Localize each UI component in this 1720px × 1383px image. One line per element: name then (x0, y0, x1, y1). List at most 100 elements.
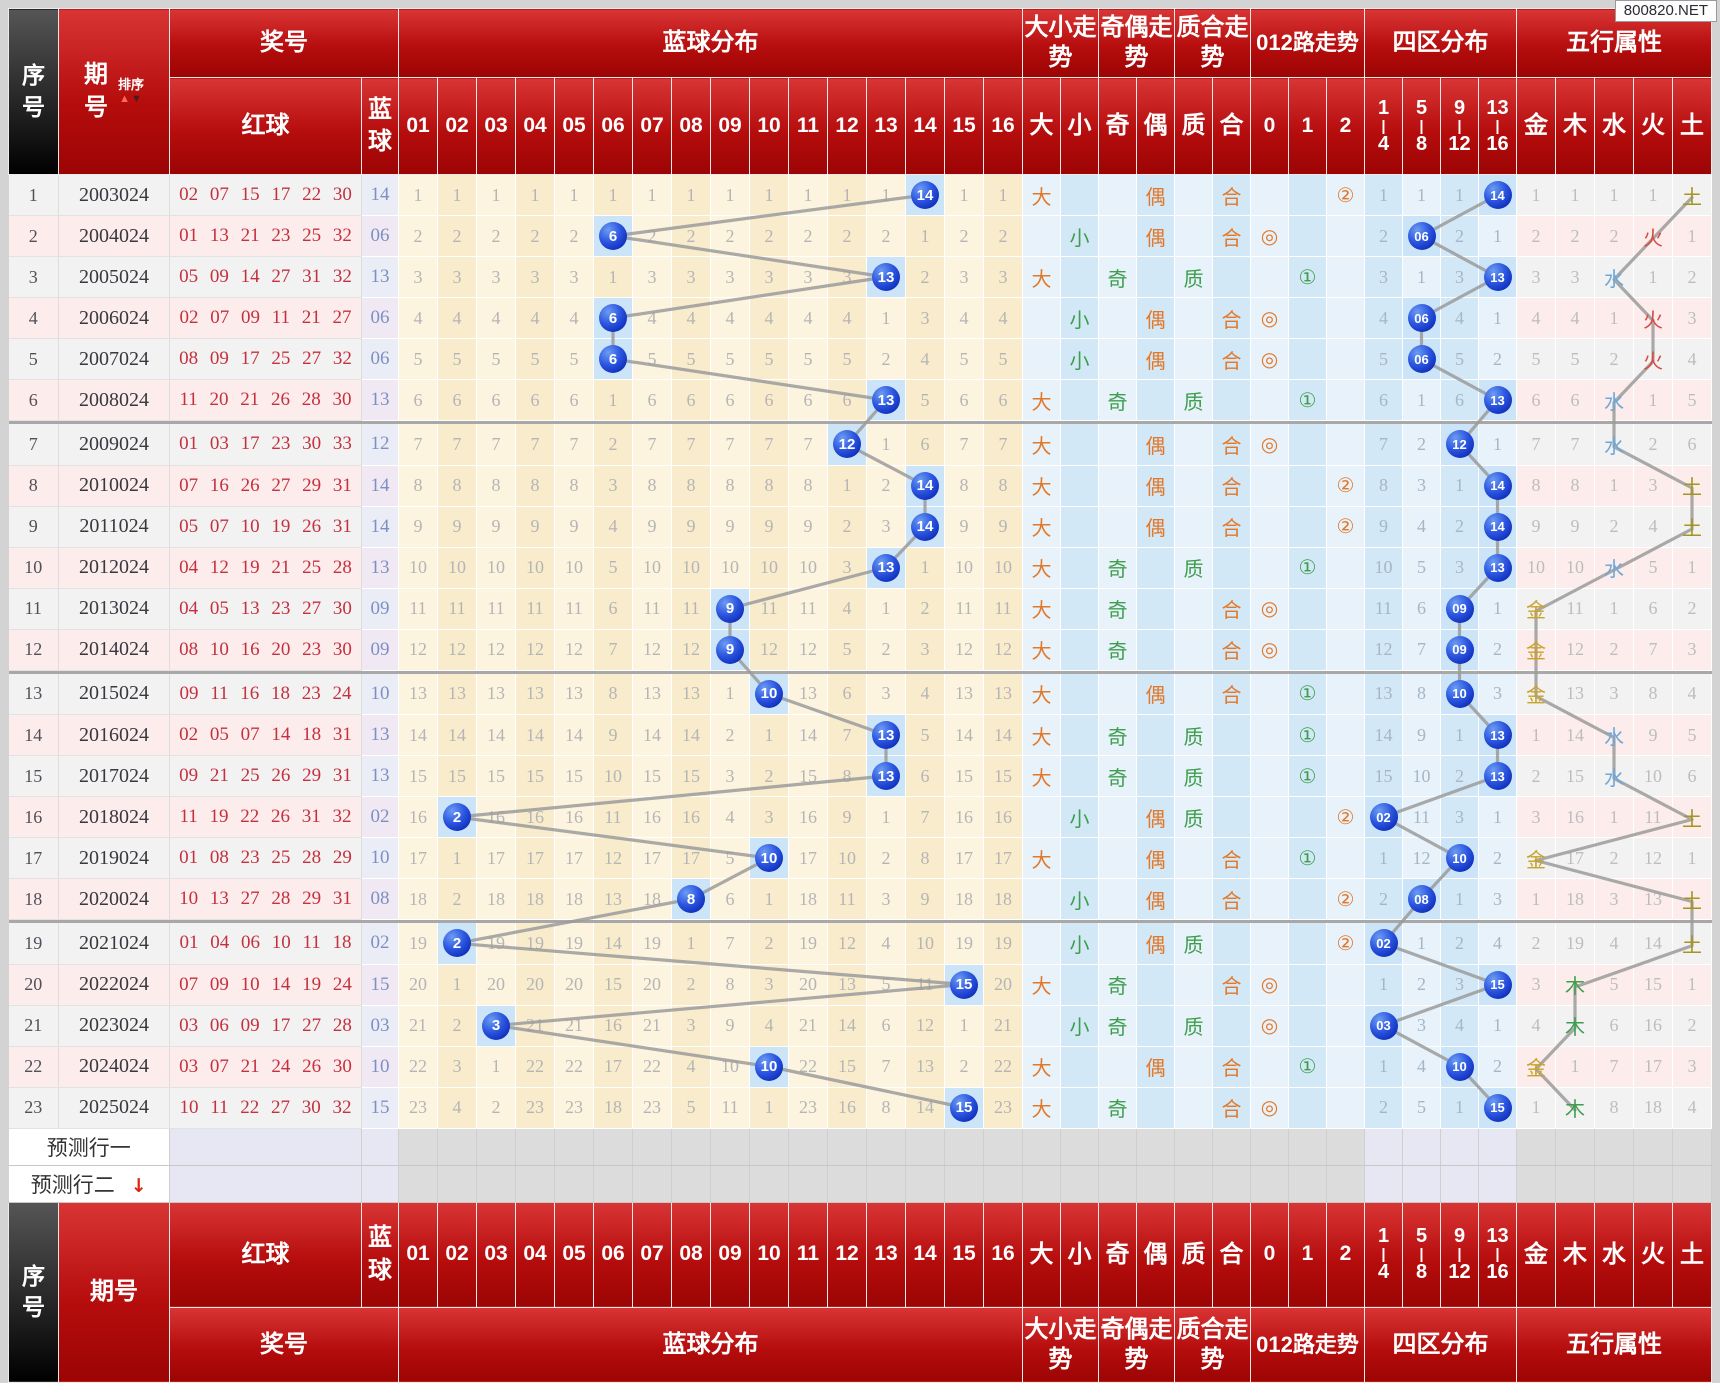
seq-cell: 12 (8, 629, 59, 671)
dist-cell: 2 (827, 506, 867, 548)
omission-value: 5 (1417, 557, 1426, 577)
dist-cell: 20 (515, 964, 555, 1006)
dist-cell: 10 (827, 837, 867, 879)
dist-cell: 13 (866, 379, 906, 421)
road-cell (1326, 379, 1365, 421)
omission-value: 3 (1493, 888, 1502, 909)
omission-value: 9 (725, 516, 735, 536)
omission-value: 1 (491, 1056, 501, 1076)
omission-value: 23 (409, 1097, 427, 1117)
dist-cell: 7 (515, 424, 555, 466)
period-cell: 2017024 (58, 755, 170, 797)
dist-cell: 9 (554, 506, 594, 548)
zone-cell: 12 (1440, 424, 1479, 466)
trend-prime-cell (1174, 588, 1213, 630)
omission-value: 18 (1566, 888, 1584, 909)
table-row: 18 2020024 10 13 27 28 29 31 08 18 2 18 18 18 13 1… (8, 878, 1712, 920)
omission-value: 13 (799, 683, 817, 704)
trend-size-cell (1060, 1046, 1099, 1088)
trend-size-cell (1060, 673, 1099, 715)
zone-cell: 3 (1364, 256, 1403, 298)
omission-value: 9 (452, 516, 462, 536)
road-symbol: ① (1298, 765, 1317, 788)
omission-value: 1 (1417, 932, 1426, 953)
trend-prime-value: 合 (1221, 227, 1242, 250)
trend-size-cell: 小 (1060, 1005, 1099, 1047)
element-cell: 6 (1555, 379, 1595, 421)
seq-cell: 19 (8, 923, 59, 965)
omission-value: 13 (448, 683, 466, 704)
omission-value: 21 (994, 1015, 1012, 1035)
predict-cell (1555, 1165, 1595, 1203)
trend-prime-cell: 质 (1174, 923, 1213, 965)
trend-parity-cell (1098, 673, 1137, 715)
zone-cell: 2 (1402, 424, 1441, 466)
dist-cell: 23 (632, 1087, 672, 1129)
blue-ball: 13 (872, 553, 900, 582)
omission-value: 6 (647, 389, 657, 410)
red-balls-cell: 03 06 09 17 27 28 (169, 1005, 362, 1047)
dist-cell: 15 (632, 755, 672, 797)
road-cell (1326, 1046, 1365, 1088)
omission-value: 5 (1570, 348, 1580, 369)
dist-cell: 17 (476, 837, 516, 879)
trend-prime-value: 合 (1221, 435, 1242, 458)
dist-cell: 1 (710, 174, 750, 216)
omission-value: 9 (491, 516, 501, 536)
omission-value: 4 (998, 307, 1008, 328)
trend-col-header: 大 (1022, 1201, 1061, 1308)
trend-size-value: 小 (1069, 350, 1090, 373)
sort-desc-icon[interactable]: ▼ (130, 92, 143, 105)
omission-value: 11 (994, 598, 1012, 618)
omission-value: 10 (799, 557, 817, 577)
predict-cell (554, 1128, 594, 1166)
trend-size-cell (1022, 297, 1061, 339)
omission-value: 14 (565, 724, 583, 745)
dist-cell: 12 (632, 629, 672, 671)
dist-cell: 14 (905, 174, 945, 216)
predict-cell (1594, 1128, 1634, 1166)
zone-cell: 1 (1440, 174, 1479, 216)
dist-cell: 5 (749, 338, 789, 380)
trend-parity-value: 奇 (1107, 559, 1128, 581)
zone-cell: 6 (1440, 379, 1479, 421)
trend-size-cell (1060, 506, 1099, 548)
road-cell (1288, 465, 1327, 507)
trend-prime-cell: 合 (1212, 837, 1251, 879)
trend-size-cell: 大 (1022, 465, 1061, 507)
omission-value: 2 (1609, 348, 1619, 369)
dist-cell: 18 (554, 878, 594, 920)
trend-parity-value: 偶 (1145, 477, 1166, 499)
trend-prime-cell: 合 (1212, 878, 1251, 920)
sort-asc-icon[interactable]: ▲ (119, 92, 131, 105)
omission-value: 2 (1379, 1097, 1388, 1117)
dist-cell: 6 (671, 379, 711, 421)
omission-value: 4 (1493, 932, 1502, 953)
element-cell: 2 (1594, 837, 1634, 879)
dist-cell: 8 (749, 465, 789, 507)
omission-value: 7 (764, 433, 774, 454)
dist-cell: 16 (554, 796, 594, 838)
omission-value: 9 (1379, 516, 1388, 536)
blue-value-cell: 13 (361, 755, 399, 797)
zone-cell: 1 (1440, 878, 1479, 920)
header-zone-group: 四区分布 (1364, 8, 1517, 78)
sort-control[interactable]: 排序 ▲▼ (117, 77, 144, 105)
element-cell: 6 (1633, 588, 1673, 630)
seq-cell: 18 (8, 878, 59, 920)
dist-cell: 4 (905, 673, 945, 715)
zone-ball: 02 (1369, 929, 1398, 958)
dist-cell: 2 (749, 755, 789, 797)
omission-value: 7 (842, 724, 852, 745)
dist-cell: 1 (944, 1005, 984, 1047)
element-cell: 9 (1516, 506, 1556, 548)
omission-value: 6 (569, 389, 579, 410)
trend-size-value: 大 (1031, 518, 1052, 540)
element-cell: 5 (1594, 964, 1634, 1006)
zone-cell: 1 (1440, 465, 1479, 507)
element-cell: 1 (1516, 174, 1556, 216)
omission-value: 6 (881, 1015, 891, 1035)
dist-cell: 1 (398, 174, 438, 216)
zone-ball: 14 (1483, 181, 1512, 209)
period-cell: 2025024 (58, 1087, 170, 1129)
